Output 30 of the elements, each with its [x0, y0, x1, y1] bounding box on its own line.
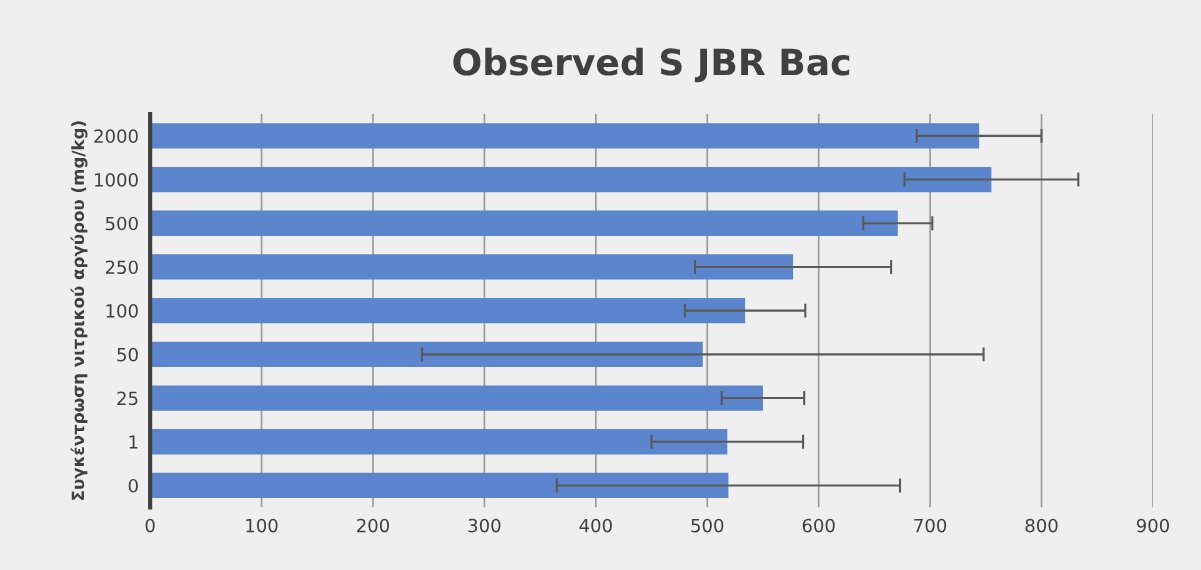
- y-tick-label: 0: [128, 478, 138, 493]
- bar: [150, 429, 728, 455]
- bar: [150, 297, 746, 324]
- y-tick-label: 2000: [94, 129, 138, 143]
- y-tick-label: 1: [129, 435, 138, 449]
- x-tick-label: 900: [1136, 518, 1169, 533]
- y-tick-label: 100: [106, 304, 138, 318]
- x-tick-label: 100: [246, 518, 278, 533]
- bar: [150, 385, 763, 411]
- x-tick-label: 800: [1025, 518, 1058, 533]
- bar: [150, 123, 980, 149]
- x-tick-label: 0: [145, 518, 155, 533]
- y-axis-title: Συγκέντρωση νιτρικού αργύρου (mg/kg): [70, 121, 88, 500]
- bar: [150, 210, 898, 236]
- y-tick-label: 250: [105, 260, 138, 275]
- bar: [150, 341, 703, 368]
- bar: [150, 166, 992, 193]
- x-tick-label: 600: [802, 518, 835, 533]
- y-tick-label: 500: [105, 216, 138, 231]
- x-tick-label: 500: [691, 518, 724, 533]
- bar: [150, 472, 729, 499]
- chart-title: Observed S JBR Bac: [453, 47, 850, 83]
- x-tick-label: 200: [357, 518, 390, 533]
- x-tick-label: 700: [914, 518, 947, 533]
- x-tick-label: 400: [579, 518, 612, 533]
- y-tick-label: 50: [117, 347, 138, 362]
- bar: [150, 254, 794, 280]
- x-tick-label: 300: [468, 518, 501, 533]
- y-tick-label: 1000: [95, 173, 138, 187]
- y-tick-label: 25: [117, 391, 138, 406]
